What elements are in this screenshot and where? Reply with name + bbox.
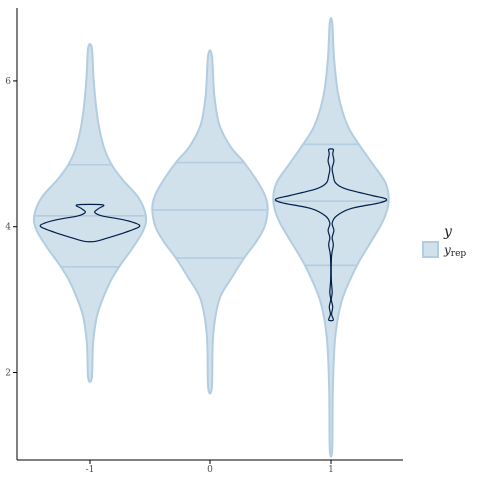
- plot-area: [34, 18, 389, 457]
- yrep-violin-1: [273, 18, 388, 457]
- legend-title: y: [443, 224, 453, 240]
- y-tick-label-4: 4: [5, 223, 11, 233]
- legend-key-yrep: [423, 242, 438, 257]
- legend-label-yrep: yrep: [443, 243, 466, 259]
- x-tick-label--1: -1: [86, 465, 95, 475]
- legend: y yrep: [423, 224, 466, 259]
- y-tick-label-2: 2: [5, 369, 11, 379]
- legend-label-sub: rep: [451, 249, 467, 259]
- x-tick-label-1: 1: [328, 465, 334, 475]
- yrep-violin--1: [34, 44, 146, 382]
- x-tick-label-0: 0: [207, 465, 213, 475]
- yrep-violin-0: [152, 50, 267, 393]
- y-tick-label-6: 6: [5, 77, 11, 87]
